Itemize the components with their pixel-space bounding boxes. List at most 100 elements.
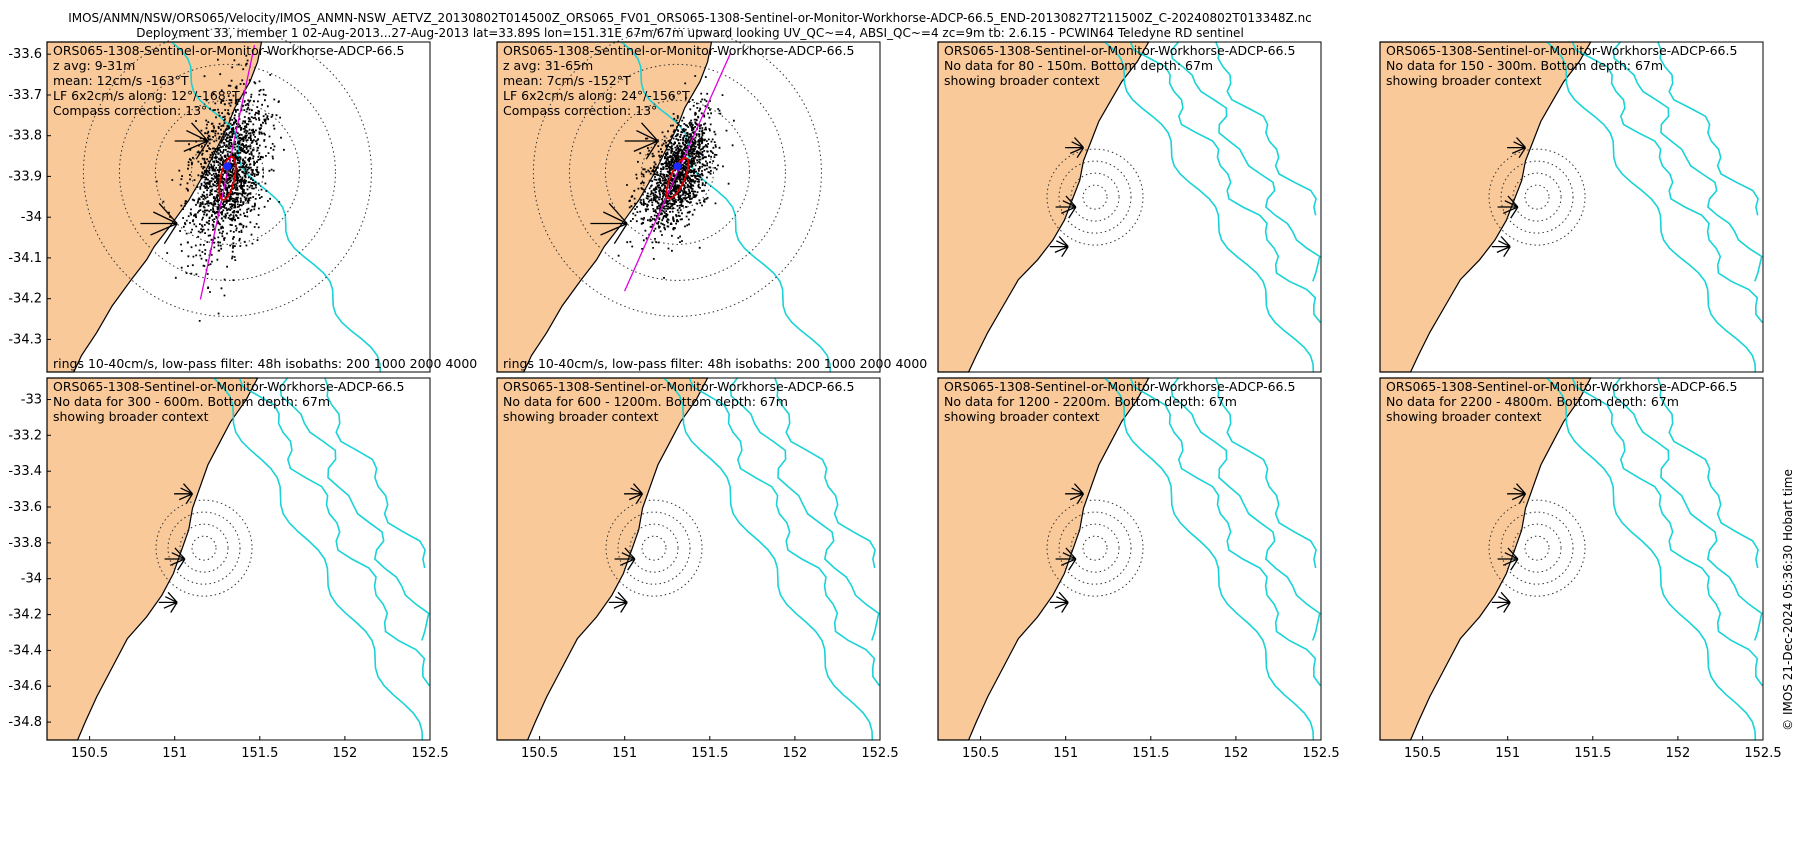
mean-velocity-marker	[223, 162, 232, 171]
isobath-line-4	[774, 377, 876, 569]
panel-bottom-3: ORS065-1308-Sentinel-or-Monitor-Workhors…	[937, 377, 1340, 761]
speed-ring-1	[1524, 184, 1550, 210]
panel-info-line: showing broader context	[944, 409, 1100, 424]
speed-ring-2	[1512, 523, 1562, 573]
y-tick-label: -34.3	[8, 332, 42, 347]
x-tick-label: 150.5	[71, 746, 108, 761]
x-tick-label: 151.5	[1574, 746, 1611, 761]
panel-info-line: No data for 2200 - 4800m. Bottom depth: …	[1386, 394, 1679, 409]
header-line-1: IMOS/ANMN/NSW/ORS065/Velocity/IMOS_ANMN-…	[68, 11, 1312, 25]
panel-bottom-1: ORS065-1308-Sentinel-or-Monitor-Workhors…	[8, 377, 449, 761]
panel-title: ORS065-1308-Sentinel-or-Monitor-Workhors…	[1386, 43, 1737, 58]
speed-ring-3	[167, 511, 241, 585]
x-axis: 150.5 151 151.5 152 152.5	[71, 736, 449, 761]
y-tick-label: -33.4	[8, 464, 42, 479]
y-tick-label: -34.6	[8, 679, 42, 694]
speed-ring-4	[605, 499, 703, 597]
estuary-inlet	[614, 547, 636, 571]
panel-frame	[1379, 377, 1764, 741]
x-tick-label: 152.5	[411, 746, 448, 761]
isobath-line-2	[688, 377, 881, 687]
estuary-inlet	[1055, 195, 1077, 219]
panel-info-line: mean: 7cm/s -152°T	[503, 73, 631, 88]
panel-frame	[46, 377, 431, 741]
velocity-scatter-points	[617, 75, 735, 279]
y-tick-label: -33.6	[8, 500, 42, 515]
estuary-inlet	[158, 591, 178, 613]
panel-title: ORS065-1308-Sentinel-or-Monitor-Workhors…	[503, 379, 854, 394]
panel-info-line: No data for 80 - 150m. Bottom depth: 67m	[944, 58, 1213, 73]
isobath-line-3	[279, 377, 430, 641]
speed-ring-3	[617, 511, 691, 585]
panel-top-2: ORS065-1308-Sentinel-or-Monitor-Workhors…	[496, 27, 927, 373]
estuary-inlet	[140, 202, 178, 245]
panel-bottom-4: ORS065-1308-Sentinel-or-Monitor-Workhors…	[1379, 377, 1782, 761]
isobath-line-1	[213, 377, 424, 741]
x-axis: 150.5 151 151.5 152 152.5	[521, 736, 899, 761]
isobath-line-3	[1612, 41, 1763, 282]
lowpass-ellipse	[665, 157, 690, 200]
isobath-line-4	[1657, 41, 1759, 216]
isobath-line-4	[1215, 377, 1317, 569]
estuary-inlet	[1497, 195, 1519, 219]
speed-ring-3	[568, 63, 786, 281]
panel-info-line: No data for 600 - 1200m. Bottom depth: 6…	[503, 394, 788, 409]
isobath-line-1	[1104, 41, 1315, 373]
speed-ring-4	[1046, 148, 1144, 246]
estuary-inlet	[1507, 483, 1527, 505]
x-tick-label: 152	[782, 746, 807, 761]
y-tick-label: -33.9	[8, 169, 42, 184]
x-axis: 150.5 151 151.5 152 152.5	[962, 736, 1340, 761]
x-tick-label: 150.5	[962, 746, 999, 761]
speed-ring-3	[1500, 160, 1574, 234]
x-axis: 150.5 151 151.5 152 152.5	[1404, 736, 1782, 761]
x-tick-label: 151	[162, 746, 187, 761]
y-tick-label: -33.7	[8, 88, 42, 103]
speed-ring-1	[191, 535, 217, 561]
header-line-2: Deployment 33, member 1 02-Aug-2013...27…	[136, 26, 1244, 40]
speed-ring-4	[155, 499, 253, 597]
panel-footer: rings 10-40cm/s, low-pass filter: 48h is…	[53, 356, 477, 371]
panel-info-line: showing broader context	[503, 409, 659, 424]
y-tick-label: -34	[21, 572, 42, 587]
x-tick-label: 151	[1053, 746, 1078, 761]
y-axis: -33.6 -33.7 -33.8 -33.9 -34 -34.1 -34.2 -34.3	[8, 47, 51, 347]
speed-ring-1	[1082, 535, 1108, 561]
isobath-line-3	[1612, 377, 1763, 641]
isobath-line-1	[171, 41, 381, 373]
panel-info-line: showing broader context	[53, 409, 209, 424]
x-tick-label: 151	[1495, 746, 1520, 761]
x-tick-label: 151.5	[1132, 746, 1169, 761]
lowpass-ellipse	[218, 155, 237, 201]
speed-ring-3	[1058, 160, 1132, 234]
estuary-inlet	[1049, 236, 1069, 258]
estuary-inlet	[1049, 591, 1069, 613]
y-axis: -33 -33.2 -33.4 -33.6 -33.8 -34 -34.2 -34.4 -34.…	[8, 393, 51, 730]
estuary-inlet	[1065, 483, 1085, 505]
panel-footer: rings 10-40cm/s, low-pass filter: 48h is…	[503, 356, 927, 371]
panel-title: ORS065-1308-Sentinel-or-Monitor-Workhors…	[1386, 379, 1737, 394]
estuary-inlet	[174, 483, 194, 505]
isobath-line-1	[1546, 41, 1757, 373]
panel-frame	[496, 41, 881, 373]
isobath-line-3	[1170, 377, 1321, 641]
y-tick-label: -34.2	[8, 292, 42, 307]
isobath-line-3	[729, 377, 880, 641]
panel-info-line: LF 6x2cm/s along: 12°/-168°T	[53, 88, 240, 103]
x-tick-label: 152	[1223, 746, 1248, 761]
panel-info-line: mean: 12cm/s -163°T	[53, 73, 189, 88]
panel-info-line: No data for 300 - 600m. Bottom depth: 67…	[53, 394, 330, 409]
panel-title: ORS065-1308-Sentinel-or-Monitor-Workhors…	[503, 43, 854, 58]
panel-info-line: z avg: 31-65m	[503, 58, 593, 73]
isobath-line-2	[1129, 41, 1322, 323]
speed-ring-2	[1070, 172, 1120, 222]
estuary-inlet	[1065, 137, 1085, 159]
x-tick-label: 150.5	[1404, 746, 1441, 761]
speed-ring-2	[604, 99, 750, 245]
speed-ring-4	[1488, 499, 1586, 597]
panel-info-line: LF 6x2cm/s along: 24°/-156°T	[503, 88, 690, 103]
principal-axis-line	[199, 45, 256, 300]
isobath-line-4	[1657, 377, 1759, 569]
panel-info-line: showing broader context	[944, 73, 1100, 88]
y-tick-label: -34.1	[8, 251, 42, 266]
